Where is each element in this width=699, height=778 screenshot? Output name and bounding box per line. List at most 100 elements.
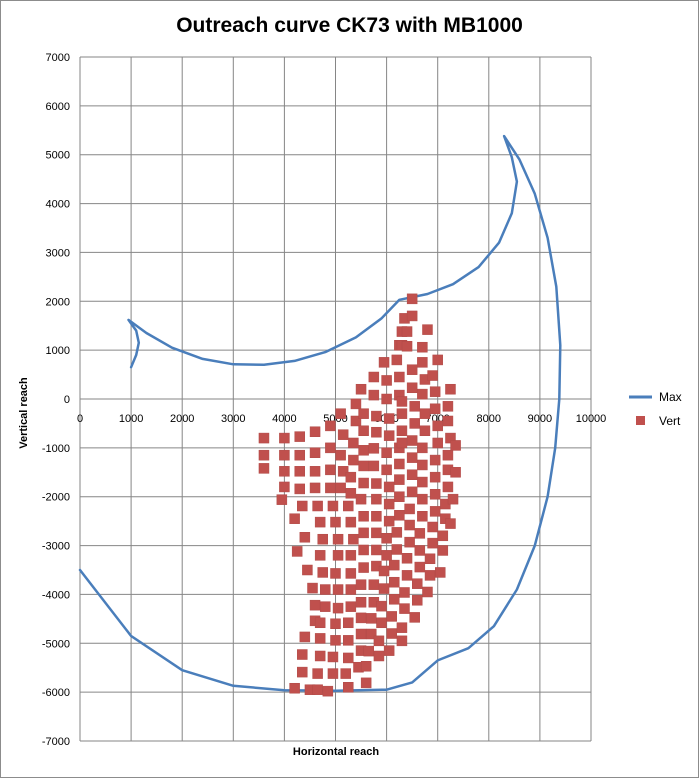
- vert-point: [312, 668, 323, 679]
- vert-point: [396, 408, 408, 419]
- vert-point: [330, 635, 341, 646]
- vert-point: [389, 559, 400, 571]
- vert-point: [317, 533, 328, 545]
- vert-point: [378, 357, 390, 368]
- vert-point: [447, 493, 459, 505]
- vert-point: [317, 567, 328, 578]
- vert-point: [366, 628, 377, 640]
- vert-point: [279, 481, 290, 493]
- vert-point: [314, 550, 326, 561]
- vert-point: [258, 463, 270, 474]
- vert-point: [396, 425, 408, 437]
- y-tick-label: -6000: [42, 687, 70, 699]
- vert-point: [358, 445, 369, 456]
- vert-point: [391, 354, 403, 366]
- vert-point: [355, 383, 367, 395]
- y-tick-label: 5000: [46, 150, 70, 162]
- vert-point: [394, 458, 405, 470]
- vert-point: [368, 443, 380, 454]
- vert-point: [394, 510, 405, 521]
- vert-point: [345, 584, 357, 595]
- vert-point: [358, 527, 369, 539]
- vert-point: [417, 511, 428, 522]
- vert-point: [332, 602, 344, 614]
- y-tick-label: 1000: [46, 345, 70, 357]
- vert-point: [435, 567, 446, 578]
- vert-point: [394, 474, 405, 485]
- vert-point: [383, 645, 395, 656]
- vert-point: [419, 425, 431, 437]
- vert-point: [424, 553, 436, 565]
- vert-point: [437, 530, 449, 542]
- vert-point: [355, 628, 367, 640]
- vert-point: [427, 521, 438, 533]
- y-tick-label: -4000: [42, 589, 70, 601]
- vert-point: [401, 326, 413, 337]
- vert-point: [320, 584, 331, 595]
- vert-point: [401, 340, 413, 352]
- vert-point: [345, 568, 357, 579]
- vert-point: [371, 544, 382, 556]
- vert-point: [378, 583, 390, 594]
- vert-point: [409, 401, 420, 412]
- vert-point: [294, 431, 305, 442]
- vert-point: [309, 426, 321, 437]
- vert-point: [335, 449, 346, 461]
- vert-point: [409, 612, 420, 623]
- vert-point: [327, 500, 339, 512]
- y-tick-label: -3000: [42, 541, 70, 553]
- vert-point: [358, 562, 369, 573]
- x-tick-label: 2000: [170, 413, 194, 425]
- vert-point: [450, 467, 461, 478]
- vert-point: [366, 613, 377, 624]
- vert-point: [327, 651, 339, 663]
- vert-point: [406, 452, 418, 463]
- vert-point: [302, 564, 313, 576]
- vert-point: [406, 293, 418, 305]
- vert-point: [297, 666, 308, 678]
- legend-vert-swatch: [636, 416, 645, 425]
- y-tick-label: 3000: [46, 247, 70, 259]
- vert-point: [345, 601, 357, 612]
- vert-point: [358, 544, 369, 556]
- vert-point: [325, 420, 336, 432]
- vert-point: [437, 545, 449, 556]
- vert-point: [417, 388, 428, 400]
- vert-point: [414, 545, 426, 556]
- vert-point: [332, 533, 344, 545]
- vert-point: [330, 618, 341, 629]
- vert-point: [381, 393, 392, 405]
- y-tick-label: 4000: [46, 199, 70, 211]
- vert-point: [360, 660, 372, 672]
- y-axis-label: Vertical reach: [18, 377, 30, 449]
- vert-point: [325, 482, 336, 494]
- vert-point: [330, 516, 341, 528]
- vert-point: [258, 449, 270, 461]
- vert-point: [289, 513, 300, 524]
- vert-point: [368, 460, 380, 472]
- vert-point: [348, 533, 359, 545]
- max-series-line: [78, 134, 562, 692]
- vert-point: [414, 528, 426, 539]
- vert-point: [343, 500, 354, 512]
- vert-point: [276, 494, 288, 505]
- vert-point: [417, 357, 428, 368]
- vert-point: [343, 652, 354, 664]
- vert-point: [406, 435, 418, 446]
- vert-point: [345, 471, 357, 483]
- vert-point: [309, 599, 321, 611]
- x-tick-label: 9000: [528, 413, 552, 425]
- y-tick-label: -1000: [42, 443, 70, 455]
- vert-point: [337, 466, 349, 477]
- vert-point: [355, 493, 367, 505]
- x-tick-label: 0: [77, 413, 83, 425]
- vert-point: [406, 310, 418, 322]
- vert-point: [343, 682, 354, 693]
- vert-point: [294, 466, 305, 477]
- vert-point: [422, 324, 433, 335]
- vert-point: [289, 682, 300, 694]
- vert-point: [409, 418, 420, 429]
- vert-point: [417, 493, 428, 505]
- y-tick-label: -5000: [42, 638, 70, 650]
- vert-point: [358, 460, 369, 472]
